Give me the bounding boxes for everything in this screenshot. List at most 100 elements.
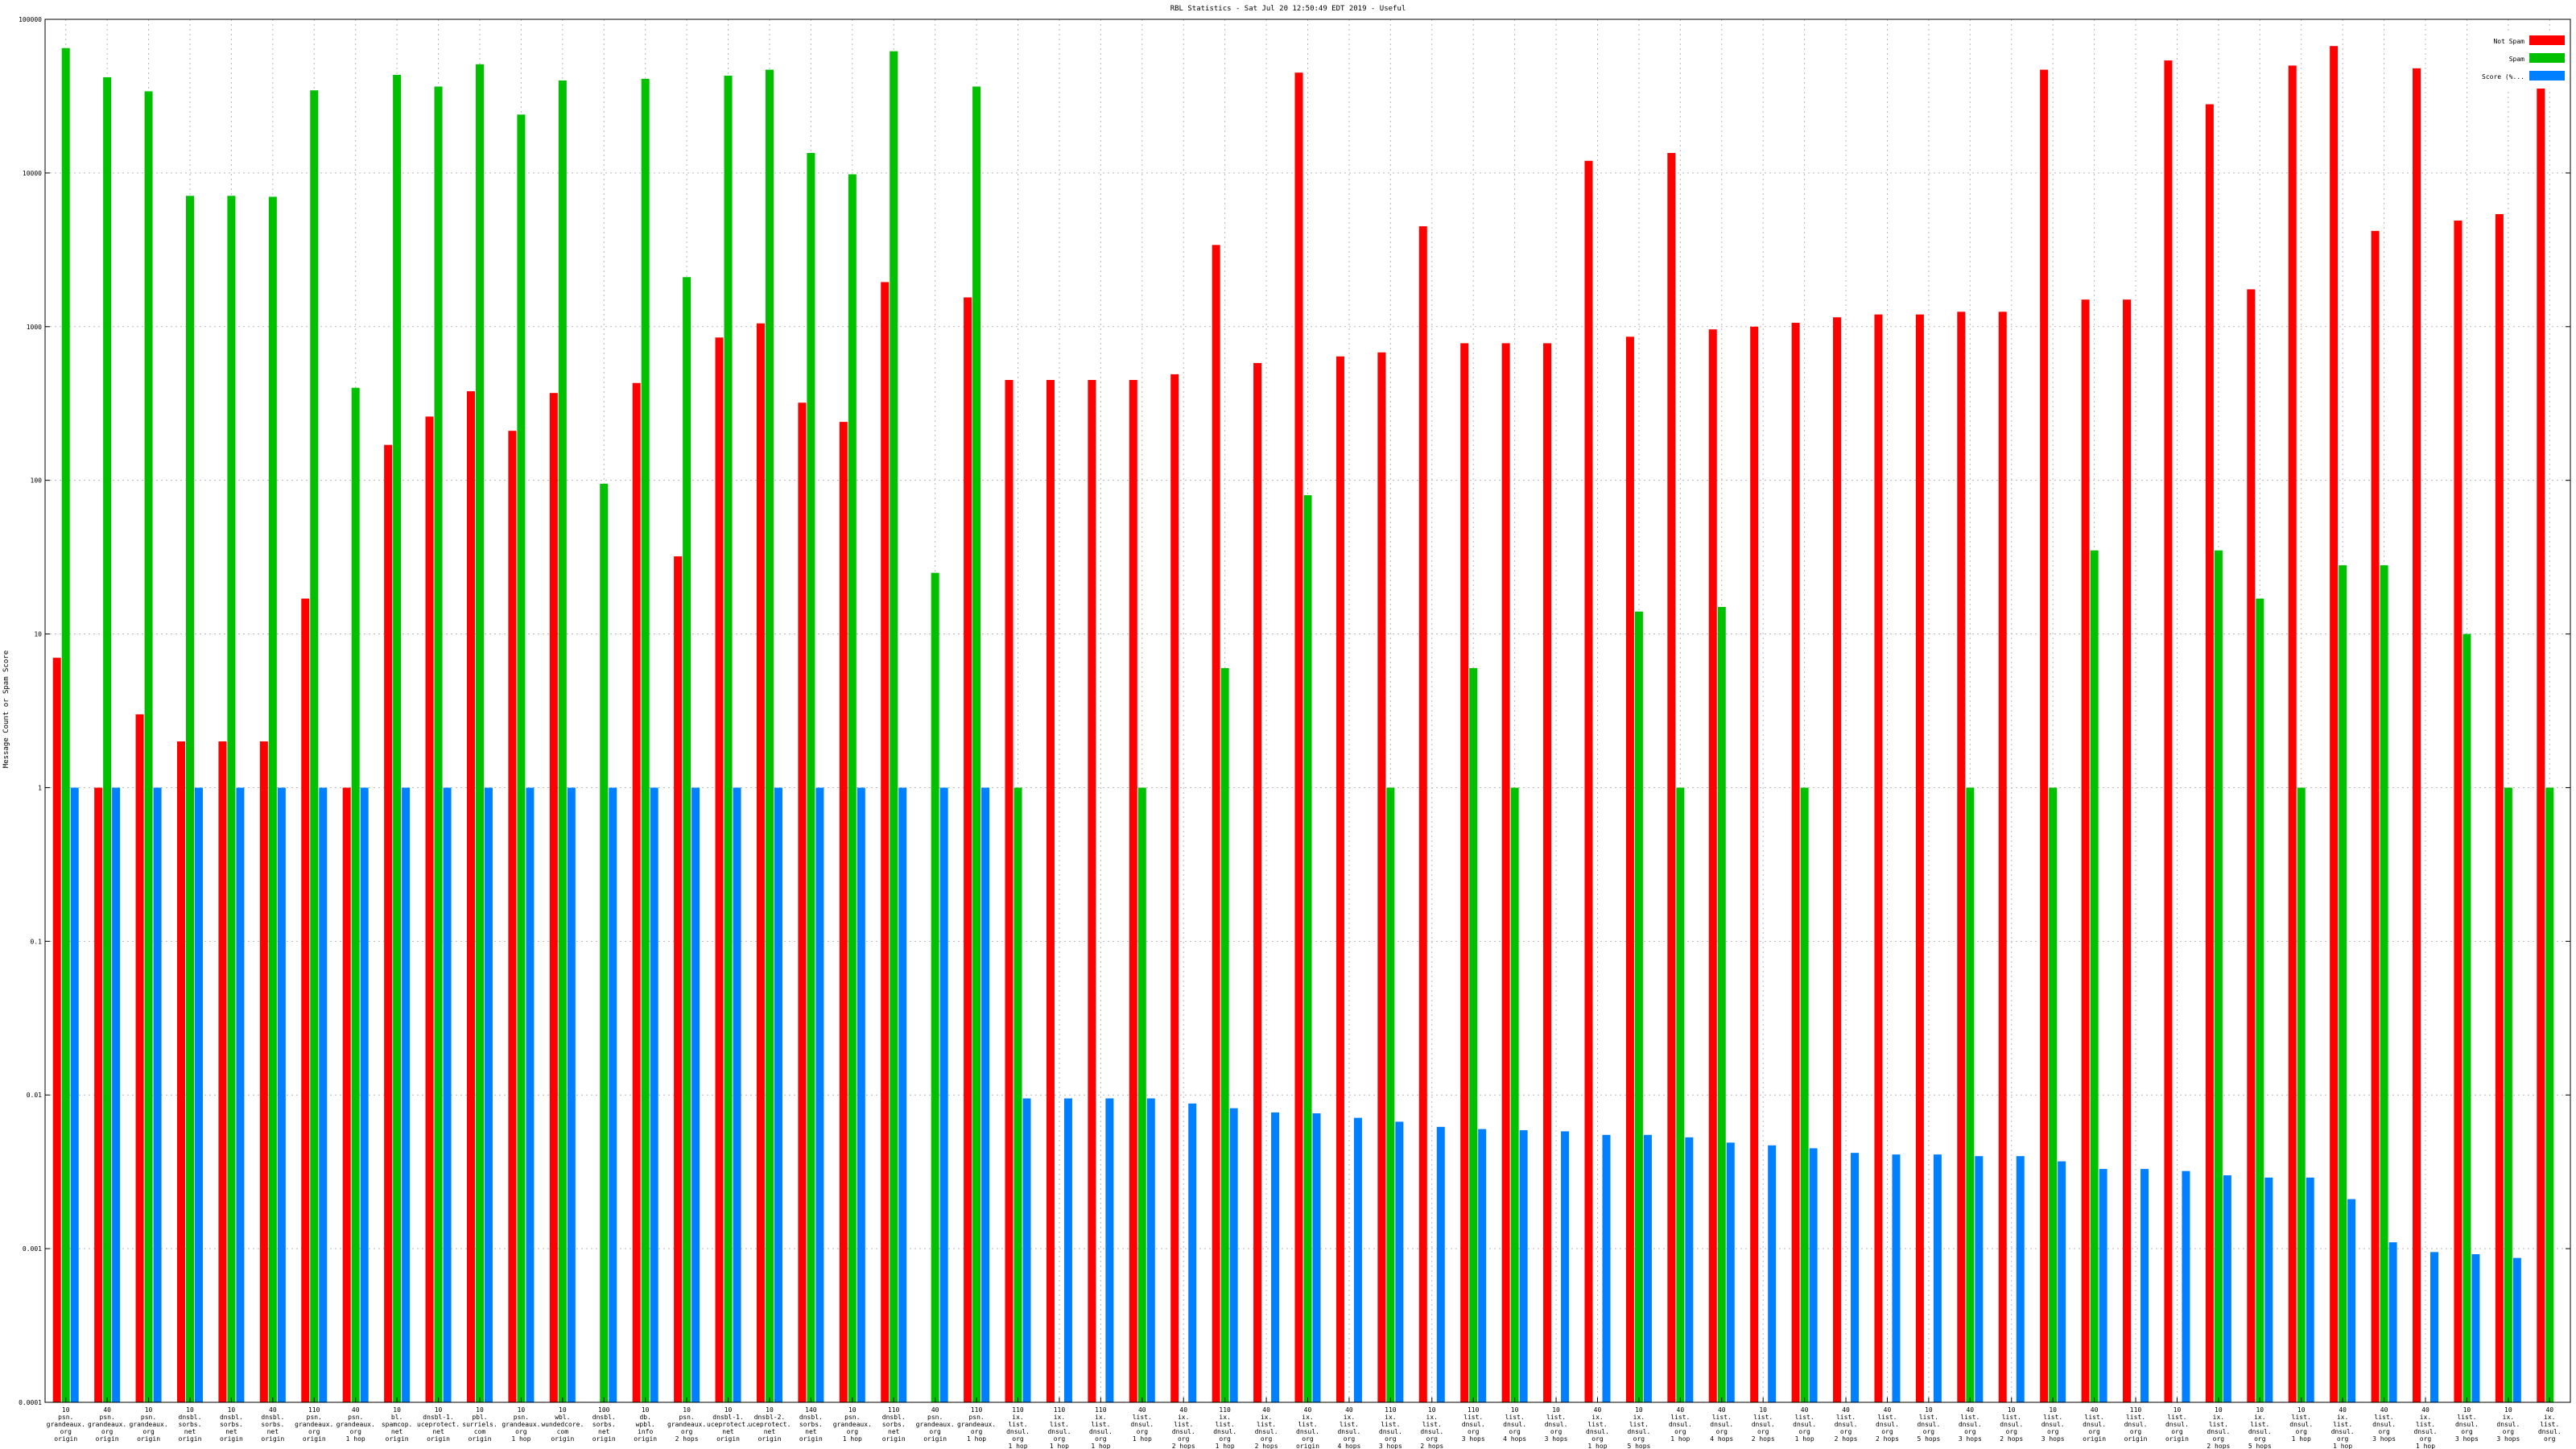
x-tick-label: 110 list. dnsul. org origin	[2124, 1406, 2148, 1443]
bar-score	[2140, 1169, 2149, 1402]
x-tick-label: 140 dnsbl. sorbs. net origin	[799, 1406, 823, 1443]
bar-score	[2512, 1257, 2521, 1402]
bar-score	[2306, 1177, 2314, 1402]
x-tick-label: 10 list. dnsul. org 3 hops	[2455, 1406, 2479, 1443]
x-tick-label: 10 bl. spamcop. net origin	[382, 1406, 413, 1443]
x-tick-label: 110 ix. list. dnsul. org 1 hop	[1089, 1406, 1113, 1449]
bar-spam	[1676, 787, 1685, 1402]
x-tick-label: 40 psn. grandeaux. org origin	[88, 1406, 126, 1443]
bar-not-spam	[1418, 226, 1427, 1402]
bar-not-spam	[94, 787, 103, 1402]
bar-not-spam	[1543, 343, 1552, 1402]
bar-spam	[1634, 611, 1643, 1402]
y-axis-label: Message Count or Spam Score	[2, 650, 10, 768]
bar-score	[2347, 1199, 2356, 1402]
x-tick-label: 40 dnsbl. sorbs. net origin	[261, 1406, 284, 1443]
bar-not-spam	[2081, 299, 2090, 1402]
x-tick-label: 40 list. dnsul. org 2 hops	[1876, 1406, 1899, 1443]
x-tick-label: 40 list. dnsul. org 2 hops	[1835, 1406, 1858, 1443]
bar-not-spam	[466, 390, 475, 1402]
bar-score	[236, 787, 245, 1402]
bar-spam	[475, 64, 484, 1402]
bar-score	[1022, 1098, 1031, 1402]
bar-score	[277, 787, 286, 1402]
bar-not-spam	[756, 323, 765, 1403]
bar-spam	[1220, 667, 1229, 1402]
bar-not-spam	[52, 658, 61, 1402]
bar-not-spam	[135, 714, 144, 1402]
bar-not-spam	[1377, 352, 1386, 1402]
bar-not-spam	[1253, 362, 1262, 1402]
x-tick-label: 40 list. dnsul. org 3 hops	[1959, 1406, 1982, 1443]
x-tick-label: 110 ix. list. dnsul. org 1 hop	[1006, 1406, 1030, 1449]
bar-not-spam	[2413, 68, 2421, 1402]
x-tick-label: 10 psn. grandeaux. org origin	[129, 1406, 167, 1443]
bar-not-spam	[1129, 379, 1137, 1403]
plot-frame	[44, 19, 2571, 1403]
bar-score	[691, 787, 700, 1402]
bars	[52, 46, 2554, 1403]
bar-spam	[227, 196, 236, 1403]
bar-score	[774, 787, 782, 1402]
bar-score	[112, 787, 121, 1402]
x-tick-label: 10 list. dnsul. org 4 hops	[1503, 1406, 1526, 1443]
bar-spam	[600, 483, 609, 1403]
bar-score	[2264, 1177, 2273, 1402]
bar-score	[194, 787, 203, 1402]
bar-not-spam	[632, 382, 641, 1402]
bar-not-spam	[259, 741, 268, 1402]
x-tick-label: 10 ix. list. dnsul. org 2 hops	[2207, 1406, 2230, 1449]
x-tick-label: 10 dnsbl. sorbs. net origin	[179, 1406, 202, 1443]
bar-score	[1602, 1134, 1611, 1402]
bar-spam	[2297, 787, 2306, 1402]
bar-not-spam	[508, 431, 517, 1402]
bar-not-spam	[964, 297, 972, 1402]
bar-spam	[1303, 495, 1312, 1402]
bar-not-spam	[218, 741, 227, 1402]
bar-score	[1975, 1156, 1984, 1402]
x-tick-label: 10 list. dnsul. org 5 hops	[1917, 1406, 1940, 1443]
bar-spam	[2380, 565, 2388, 1403]
bar-score	[815, 787, 824, 1402]
y-tick-label: 0.001	[23, 1245, 42, 1253]
bar-not-spam	[549, 393, 558, 1403]
bar-spam	[931, 572, 939, 1402]
bar-score	[939, 787, 948, 1402]
x-tick-label: 10 psn. grandeaux. org origin	[47, 1406, 85, 1443]
bar-score	[2058, 1161, 2066, 1402]
x-tick-label: 10 dnsbl-1. uceprotect. net origin	[707, 1406, 749, 1443]
bar-spam	[144, 91, 153, 1403]
x-tick-label: 10 psn. grandeaux. org 2 hops	[667, 1406, 706, 1443]
bar-spam	[1510, 787, 1519, 1402]
x-tick-label: 10 db. wpbl. info origin	[634, 1406, 657, 1443]
bar-spam	[2090, 550, 2099, 1403]
bar-score	[153, 787, 162, 1402]
bar-spam	[2545, 787, 2554, 1402]
y-tick-label: 10000	[23, 170, 42, 177]
bar-spam	[2049, 787, 2058, 1402]
legend-swatch	[2529, 71, 2565, 80]
bar-score	[2182, 1170, 2190, 1402]
bar-score	[1685, 1137, 1694, 1402]
legend: Not Spam Spam Score (%...	[2482, 32, 2569, 89]
x-tick-label: 40 list. dnsul. org 3 hops	[2372, 1406, 2396, 1443]
bar-not-spam	[715, 337, 724, 1402]
legend-label: Spam	[2509, 56, 2524, 63]
bar-not-spam	[2371, 230, 2380, 1403]
x-tick-label: 40 ix. list. dnsul. org origin	[1296, 1406, 1319, 1449]
bar-spam	[1013, 787, 1022, 1402]
x-tick-label: 10 dnsbl. sorbs. net origin	[220, 1406, 243, 1443]
legend-label: Score (%...	[2482, 73, 2524, 80]
bar-spam	[1386, 787, 1395, 1402]
bar-not-spam	[839, 422, 848, 1402]
bar-not-spam	[1088, 379, 1096, 1403]
x-tick-label: 110 list. dnsul. org 3 hops	[1462, 1406, 1485, 1443]
bar-score	[1353, 1117, 1362, 1402]
bar-score	[1271, 1112, 1280, 1402]
x-tick-label: 10 psn. grandeaux. org 1 hop	[502, 1406, 540, 1443]
chart-title: RBL Statistics - Sat Jul 20 12:50:49 EDT…	[1170, 5, 1406, 13]
bar-score	[1892, 1154, 1901, 1402]
bar-score	[319, 787, 328, 1402]
bar-score	[1395, 1121, 1404, 1402]
bar-not-spam	[1750, 326, 1759, 1402]
